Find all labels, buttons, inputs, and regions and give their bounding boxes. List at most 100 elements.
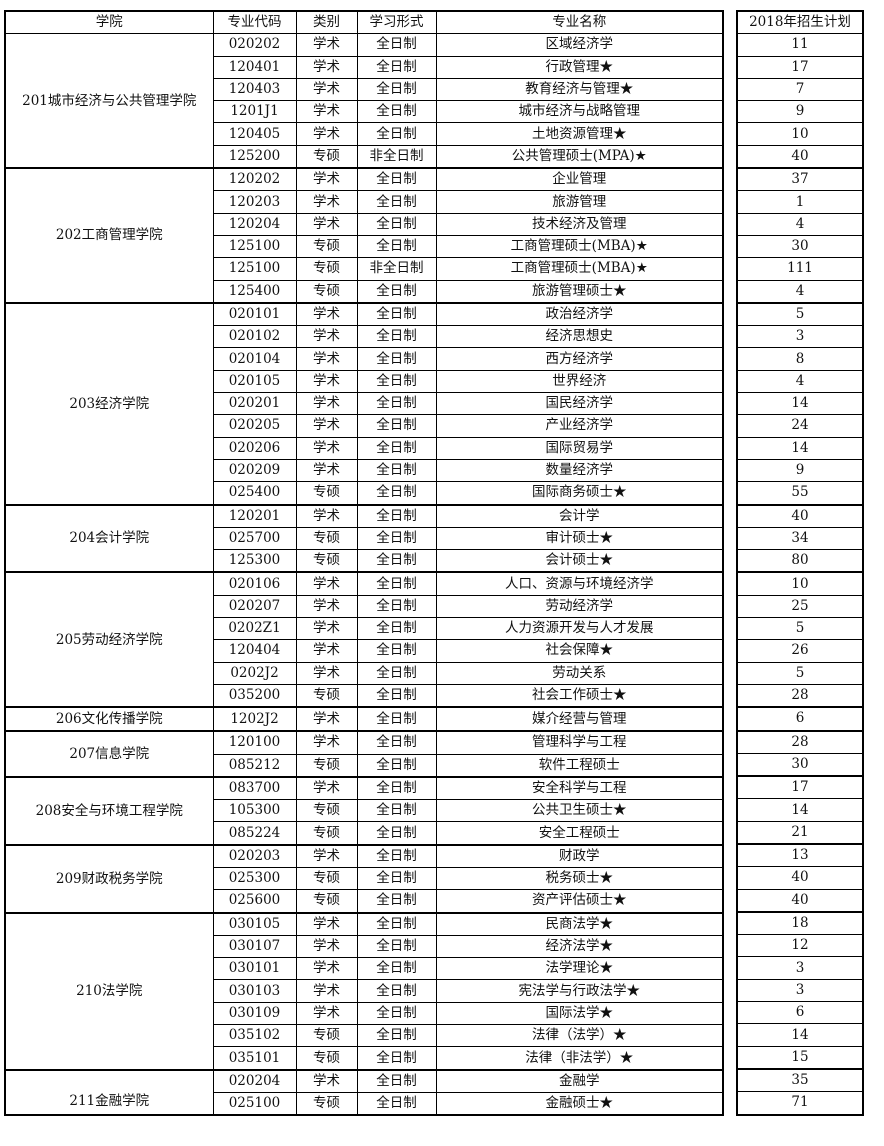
enrollment-plan: 15 [736,1045,864,1070]
plan-row: 28 [736,683,864,708]
program-code: 120403 [212,77,297,102]
study-mode: 全日制 [356,167,437,192]
program-code: 085212 [212,753,297,778]
college-cell: 203经济学院 [4,301,214,506]
program-code: 035101 [212,1046,297,1071]
program-name: 媒介经营与管理 [435,706,724,732]
program-name: 软件工程硕士 [435,753,724,778]
plan-row: 34 [736,526,864,551]
study-mode: 全日制 [356,526,437,551]
study-mode: 全日制 [356,33,437,57]
enrollment-plan: 21 [736,820,864,845]
program-code: 020205 [212,414,297,438]
program-name: 人力资源开发与人才发展 [435,617,724,641]
plan-row: 6 [736,706,864,732]
table-row: 125100 专硕 非全日制 工商管理硕士(MBA)★ [5,257,724,281]
enrollment-plan: 9 [736,458,864,483]
enrollment-plan: 55 [736,481,864,506]
enrollment-plan: 18 [736,910,864,936]
plan-row: 17 [736,775,864,800]
table-row: 030101 学术 全日制 法学理论★ [5,957,724,981]
college-cell: 205劳动经济学院 [4,571,214,708]
table-row: 1201J1 学术 全日制 城市经济与战略管理 [5,100,724,124]
enrollment-plan: 3 [736,325,864,349]
study-mode: 非全日制 [356,257,437,281]
table-row: 211金融学院 020204 学术 全日制 金融学 [4,1068,724,1116]
enrollment-plan: 3 [736,956,864,980]
college-cell: 201城市经济与公共管理学院 [4,33,214,169]
program-name: 会计硕士★ [435,549,724,573]
study-mode: 全日制 [356,212,437,236]
enrollment-plan: 40 [736,866,864,890]
enrollment-plan: 40 [736,888,864,913]
program-code: 120100 [212,730,297,755]
program-type: 专硕 [295,526,358,551]
program-code: 035102 [212,1024,297,1048]
program-type: 学术 [295,100,358,124]
study-mode: 全日制 [356,1046,437,1071]
table-row: 025700 专硕 全日制 审计硕士★ [5,526,724,551]
program-type: 学术 [295,503,358,528]
header-row: 学院 专业代码 类别 学习形式 专业名称 [4,10,724,35]
table-row: 025600 专硕 全日制 资产评估硕士★ [5,889,724,914]
header-name: 专业名称 [435,10,724,35]
table-row: 201城市经济与公共管理学院 020202 学术 全日制 区域经济学 [4,33,724,169]
plan-row: 26 [736,639,864,663]
plan-row: 30 [736,752,864,777]
program-code: 030109 [212,1001,297,1026]
table-row: 205劳动经济学院 020106 学术 全日制 人口、资源与环境经济学 [4,571,724,708]
program-name: 国际贸易学 [435,436,724,460]
enrollment-plan: 35 [736,1067,864,1093]
program-type: 学术 [295,843,358,868]
program-type: 学术 [295,212,358,236]
program-name: 审计硕士★ [435,526,724,551]
table-row: 020207 学术 全日制 劳动经济学 [5,594,724,619]
table-row: 105300 专硕 全日制 公共卫生硕士★ [5,799,724,823]
program-code: 120405 [212,122,297,146]
enrollment-plan: 34 [736,526,864,551]
program-code: 120404 [212,639,297,663]
plan-row: 40 [736,144,864,169]
table-row: 120401 学术 全日制 行政管理★ [5,55,724,79]
plan-row: 1 [736,190,864,214]
program-code: 025100 [212,1091,297,1116]
program-name: 工商管理硕士(MBA)★ [435,257,724,281]
program-code: 120201 [212,503,297,528]
program-code: 020207 [212,594,297,619]
program-name: 法律（法学）★ [435,1024,724,1048]
enrollment-plan: 1 [736,190,864,214]
program-name: 会计学 [435,503,724,528]
program-name: 法律（非法学）★ [435,1046,724,1071]
plan-row: 10 [736,571,864,596]
program-type: 专硕 [295,683,358,708]
plan-row: 14 [736,798,864,822]
plan-row: 24 [736,414,864,438]
study-mode: 全日制 [356,1001,437,1026]
header-plan: 2018年招生计划 [736,10,864,35]
study-mode: 全日制 [356,369,437,394]
program-code: 125100 [212,257,297,281]
plan-row: 111 [736,257,864,281]
program-type: 学术 [295,325,358,349]
program-name: 资产评估硕士★ [435,889,724,914]
program-name: 安全工程硕士 [435,821,724,846]
study-mode: 全日制 [356,706,437,732]
plan-row: 14 [736,436,864,460]
program-name: 社会工作硕士★ [435,683,724,708]
header-code: 专业代码 [212,10,297,35]
program-name: 经济思想史 [435,325,724,349]
college-cell: 207信息学院 [4,730,214,778]
study-mode: 全日制 [356,683,437,708]
enrollment-plan: 14 [736,436,864,460]
program-code: 030107 [212,934,297,959]
program-name: 劳动经济学 [435,594,724,619]
program-name: 国际法学★ [435,1001,724,1026]
program-code: 025700 [212,526,297,551]
table-row: 020205 学术 全日制 产业经济学 [5,414,724,438]
program-name: 国民经济学 [435,392,724,416]
program-type: 专硕 [295,549,358,573]
table-row: 025100 专硕 全日制 金融硕士★ [5,1091,724,1116]
program-name: 政治经济学 [435,301,724,327]
program-name: 税务硕士★ [435,866,724,891]
program-name: 教育经济与管理★ [435,77,724,102]
